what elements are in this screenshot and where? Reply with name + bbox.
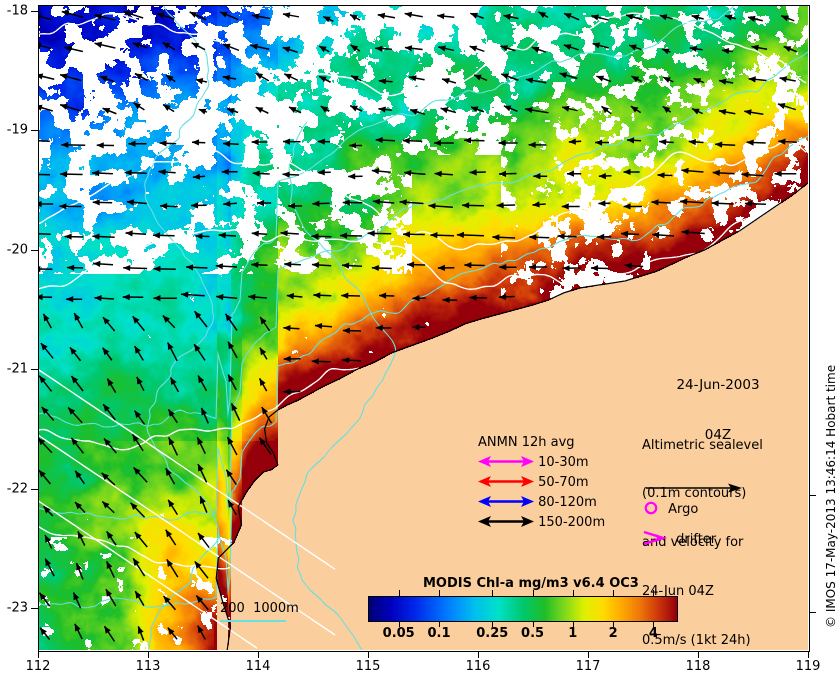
platform-legend-item-drifter: drifter (642, 530, 717, 547)
colorbar-tick (398, 590, 400, 596)
argo-circle-icon (644, 501, 658, 515)
date-stamp-line2: 04Z (704, 427, 732, 444)
colorbar-tick (653, 590, 655, 596)
double-arrow-icon (478, 456, 534, 467)
x-tick-label-5: 117 (575, 659, 601, 674)
date-stamp-line1: 24-Jun-2003 (676, 376, 760, 393)
anmn-legend-title: ANMN 12h avg (478, 435, 575, 450)
chlorophyll-field-canvas (38, 5, 808, 650)
y-tick-label-0: -18 (6, 3, 28, 19)
double-arrow-icon (478, 496, 534, 507)
colorbar-tick (653, 621, 655, 627)
x-tick-label-3: 115 (355, 659, 381, 674)
y-tick (31, 249, 38, 251)
platform-legend-label-argo: Argo (668, 502, 699, 517)
colorbar-tick-label-4: 1 (568, 626, 578, 641)
x-tick-label-1: 113 (135, 659, 161, 674)
y-tick-label-1: -19 (6, 122, 28, 138)
platform-legend-label-drifter: drifter (676, 532, 717, 547)
colorbar-title: MODIS Chl-a mg/m3 v6.4 OC3 (423, 576, 639, 591)
anmn-legend-item-80-120m: 80-120m (478, 495, 597, 510)
y-tick (31, 608, 38, 610)
credit-tick-upper (809, 495, 816, 496)
platform-legend-item-argo: Argo (642, 501, 698, 517)
altimetry-line-0: Altimetric sealevel (642, 437, 763, 453)
colorbar-tick (492, 590, 494, 596)
x-tick-label-2: 114 (245, 659, 271, 674)
colorbar-tick (613, 621, 615, 627)
y-tick-label-4: -22 (6, 481, 28, 497)
x-tick (808, 651, 809, 658)
anmn-legend-label-1: 50-70m (538, 475, 589, 490)
altimetry-line-3: 24-Jun 04Z (642, 583, 714, 599)
velocity-scale-arrow (646, 483, 742, 493)
y-tick (31, 369, 38, 371)
x-tick (148, 651, 149, 658)
colorbar-tick-label-2: 0.25 (476, 626, 509, 641)
colorbar-tick (492, 621, 494, 627)
bathymetry-legend-label: 200 1000m (220, 601, 299, 616)
anmn-legend-label-0: 10-30m (538, 455, 589, 470)
x-tick-label-6: 118 (685, 659, 711, 674)
y-tick-label-2: -20 (6, 242, 28, 258)
colorbar (368, 596, 678, 622)
y-tick (31, 488, 38, 490)
x-tick-label-0: 112 (25, 659, 51, 674)
altimetry-line-4: 0.5m/s (1kt 24h) (642, 632, 751, 648)
colorbar-tick (398, 621, 400, 627)
colorbar-tick (532, 590, 534, 596)
colorbar-gradient (369, 597, 677, 621)
colorbar-tick-label-3: 0.5 (521, 626, 545, 641)
x-tick (368, 651, 369, 658)
anmn-legend-label-3: 150-200m (538, 515, 606, 530)
y-tick-label-5: -23 (6, 600, 28, 616)
y-tick-label-3: -21 (6, 361, 28, 377)
colorbar-tick (438, 621, 440, 627)
y-tick (31, 10, 38, 12)
colorbar-tick-label-6: 4 (648, 626, 658, 641)
anmn-legend-label-2: 80-120m (538, 495, 597, 510)
date-stamp: 24-Jun-2003 04Z (658, 343, 778, 478)
y-tick (31, 130, 38, 132)
x-tick (478, 651, 479, 658)
x-tick (258, 651, 259, 658)
double-arrow-icon (478, 476, 534, 487)
x-tick-label-4: 116 (465, 659, 491, 674)
x-tick (588, 651, 589, 658)
colorbar-tick (613, 590, 615, 596)
credit-tick-lower (809, 612, 816, 613)
colorbar-tick-label-5: 2 (608, 626, 618, 641)
double-arrow-icon (478, 516, 534, 527)
colorbar-tick (572, 621, 574, 627)
bathymetry-legend-line (220, 620, 286, 622)
x-tick (698, 651, 699, 658)
imos-credit: © IMOS 17-May-2013 13:46:14 Hobart time (824, 364, 838, 628)
colorbar-tick (438, 590, 440, 596)
colorbar-tick-label-0: 0.05 (382, 626, 415, 641)
map-plot-area[interactable]: 24-Jun-2003 04Z Altimetric sealevel (0.1… (38, 5, 808, 650)
x-tick (38, 651, 39, 658)
anmn-legend-item-10-30m: 10-30m (478, 455, 589, 470)
anmn-legend-item-150-200m: 150-200m (478, 515, 605, 530)
x-tick-label-7: 119 (795, 659, 821, 674)
colorbar-tick-label-1: 0.1 (427, 626, 451, 641)
colorbar-tick (572, 590, 574, 596)
anmn-legend-item-50-70m: 50-70m (478, 475, 589, 490)
colorbar-tick (532, 621, 534, 627)
drifter-arrow-icon (643, 530, 667, 546)
